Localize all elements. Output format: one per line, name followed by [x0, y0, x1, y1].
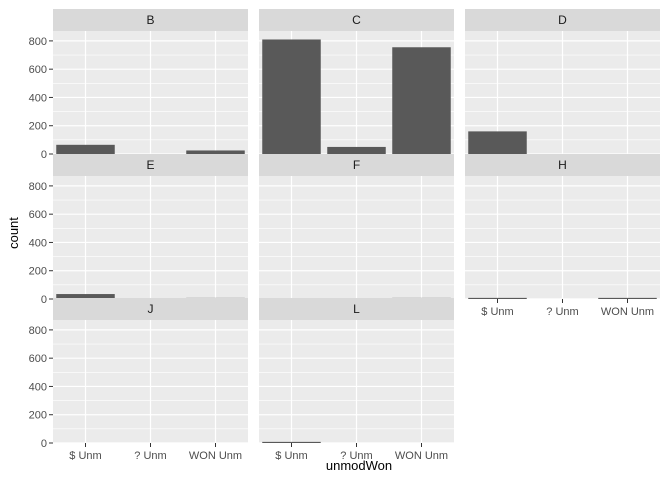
bar-b-won-unm: [186, 150, 245, 154]
bar-h-won-unm: [598, 297, 657, 299]
facet-panel-b: B 0 200 400 600 800: [29, 9, 248, 161]
y-axis-title: count: [6, 217, 21, 249]
facet-strip-label: E: [146, 158, 154, 172]
facet-strip: [259, 298, 454, 320]
x-axis-title: unmodWon: [326, 458, 392, 473]
y-tick-label: 0: [41, 438, 47, 450]
facet-panel-d: D: [465, 9, 660, 155]
facet-strip: [465, 154, 660, 176]
x-tick-label: WON Unm: [395, 450, 448, 462]
facet-strip-label: C: [352, 13, 361, 27]
x-tick-label: ? Unm: [134, 450, 166, 462]
bar-h-unm: [468, 297, 527, 299]
x-tick-label: $ Unm: [481, 306, 513, 318]
facet-strip: [465, 9, 660, 31]
facet-strip-label: F: [353, 158, 360, 172]
y-tick-label: 0: [41, 149, 47, 161]
y-tick-label: 200: [29, 266, 47, 278]
facet-strip: [259, 9, 454, 31]
y-tick-label: 600: [29, 353, 47, 365]
x-tick-label: ? Unm: [546, 306, 578, 318]
y-tick-label: 800: [29, 36, 47, 48]
x-tick-label: WON Unm: [601, 306, 654, 318]
y-tick-label: 400: [29, 381, 47, 393]
y-tick-label: 800: [29, 325, 47, 337]
facet-panel-f: F: [259, 154, 454, 300]
facet-strip-label: D: [558, 13, 567, 27]
y-tick-label: 400: [29, 237, 47, 249]
bar-d-unm: [468, 131, 527, 154]
y-tick-label: 600: [29, 64, 47, 76]
y-tick-label: 600: [29, 209, 47, 221]
bar-b-unm: [56, 144, 115, 154]
y-tick-label: 200: [29, 121, 47, 133]
bar-c-won-unm: [392, 47, 451, 154]
facet-strip-label: B: [146, 13, 154, 27]
y-tick-label: 800: [29, 181, 47, 193]
facet-strip: [53, 154, 248, 176]
bar-c-unm: [262, 39, 321, 154]
y-tick-label: 200: [29, 410, 47, 422]
x-tick-label: $ Unm: [275, 450, 307, 462]
bar-l-unm: [262, 441, 321, 443]
facet-strip-label: H: [558, 158, 567, 172]
facet-panel-h: H $ Unm ? Unm WON Unm: [465, 154, 660, 318]
facet-strip-label: L: [353, 302, 360, 316]
facet-panel-j: J 0 200 400 600 800 $ Unm ? Unm WON Unm: [29, 298, 248, 462]
facet-panel-e: E 0 200 400 600 800: [29, 154, 248, 306]
bar-c-unm: [327, 146, 386, 154]
x-tick-label: ? Unm: [340, 450, 372, 462]
facet-panels: B 0 200 400 600 800 C D E 0 200 400 600 800 F H $ Unm ? U…: [29, 9, 660, 462]
facet-strip: [53, 9, 248, 31]
facet-panel-l: L $ Unm ? Unm WON Unm: [259, 298, 454, 462]
y-tick-label: 0: [41, 294, 47, 306]
facet-strip-label: J: [148, 302, 154, 316]
facet-strip: [53, 298, 248, 320]
x-tick-label: WON Unm: [189, 450, 242, 462]
x-tick-label: $ Unm: [69, 450, 101, 462]
facet-panel-c: C: [259, 9, 454, 155]
y-tick-label: 400: [29, 92, 47, 104]
facet-strip: [259, 154, 454, 176]
bar-e-unm: [56, 294, 115, 299]
